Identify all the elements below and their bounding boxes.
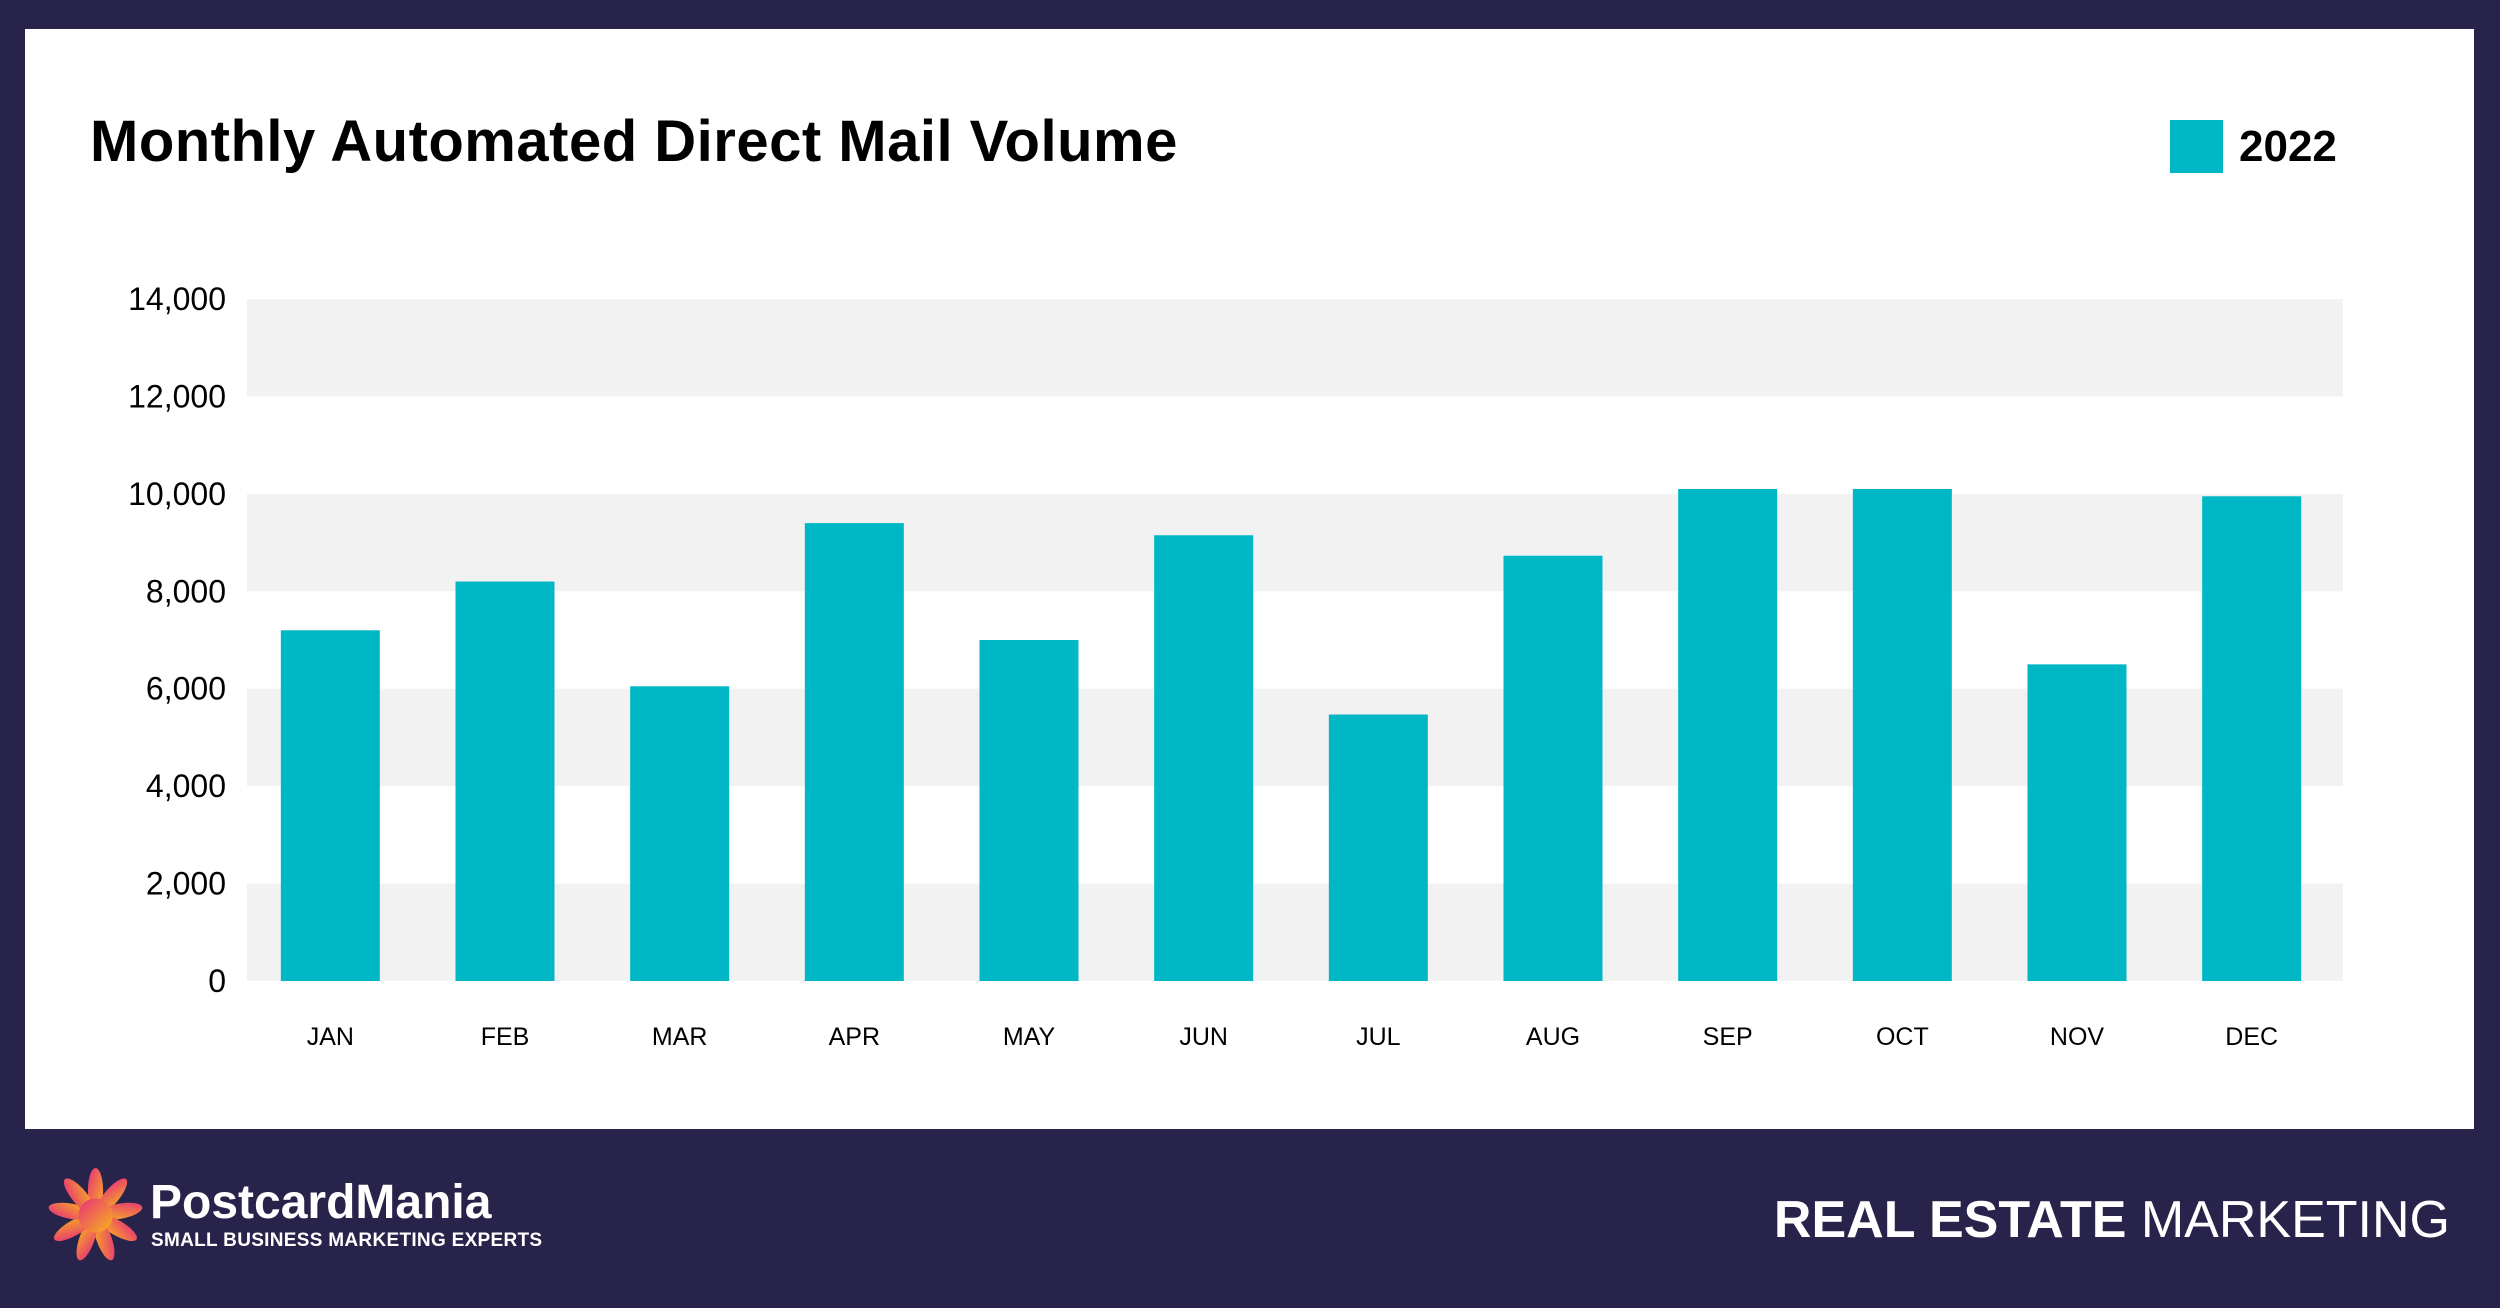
x-tick-label: FEB <box>481 1023 530 1051</box>
x-tick-label: DEC <box>2225 1023 2278 1051</box>
brand-tagline: SMALL BUSINESS MARKETING EXPERTS <box>151 1230 543 1251</box>
x-tick-label: NOV <box>2050 1023 2105 1051</box>
bar-mar <box>630 686 730 981</box>
grid-band <box>247 493 2343 592</box>
grid-band <box>247 883 2343 981</box>
bar-aug <box>1503 555 1603 981</box>
x-tick-label: MAY <box>1003 1023 1056 1051</box>
legend-swatch <box>2170 120 2223 173</box>
y-tick-label: 4,000 <box>146 768 226 804</box>
x-tick-label: MAR <box>652 1023 708 1051</box>
y-tick-label: 8,000 <box>146 573 226 609</box>
y-tick-label: 14,000 <box>128 281 226 317</box>
x-tick-label: AUG <box>1526 1023 1580 1051</box>
bar-sep <box>1678 488 1778 981</box>
bar-jun <box>1154 535 1254 981</box>
bar-apr <box>804 523 904 981</box>
postcardmania-logo-icon <box>48 1168 143 1261</box>
bar-jan <box>280 630 380 981</box>
section-label-light: MARKETING <box>2140 1191 2450 1249</box>
brand-name: PostcardMania <box>150 1176 492 1229</box>
x-tick-label: JUN <box>1179 1023 1228 1051</box>
bar-jul <box>1328 714 1428 981</box>
x-tick-label: JAN <box>307 1023 354 1051</box>
bar-oct <box>1852 488 1952 981</box>
x-tick-label: OCT <box>1876 1023 1929 1051</box>
x-tick-label: APR <box>829 1023 880 1051</box>
grid-band <box>247 688 2343 787</box>
bar-nov <box>2027 664 2127 981</box>
bar-may <box>979 640 1079 981</box>
legend-label: 2022 <box>2239 121 2337 171</box>
chart-title: Monthly Automated Direct Mail Volume <box>90 109 1178 174</box>
section-label-bold: REAL ESTATE <box>1773 1191 2127 1249</box>
grid-band <box>247 299 2343 397</box>
y-tick-label: 2,000 <box>146 866 226 902</box>
y-tick-label: 10,000 <box>128 476 226 512</box>
bar-dec <box>2202 496 2302 981</box>
section-label: REAL ESTATE MARKETING <box>1774 1190 2450 1250</box>
bar-feb <box>455 581 555 981</box>
y-tick-label: 0 <box>208 963 226 999</box>
legend: 2022 <box>2170 120 2337 173</box>
y-tick-label: 12,000 <box>128 378 226 414</box>
y-tick-label: 6,000 <box>146 671 226 707</box>
x-tick-label: SEP <box>1703 1023 1753 1051</box>
x-tick-label: JUL <box>1356 1023 1401 1051</box>
